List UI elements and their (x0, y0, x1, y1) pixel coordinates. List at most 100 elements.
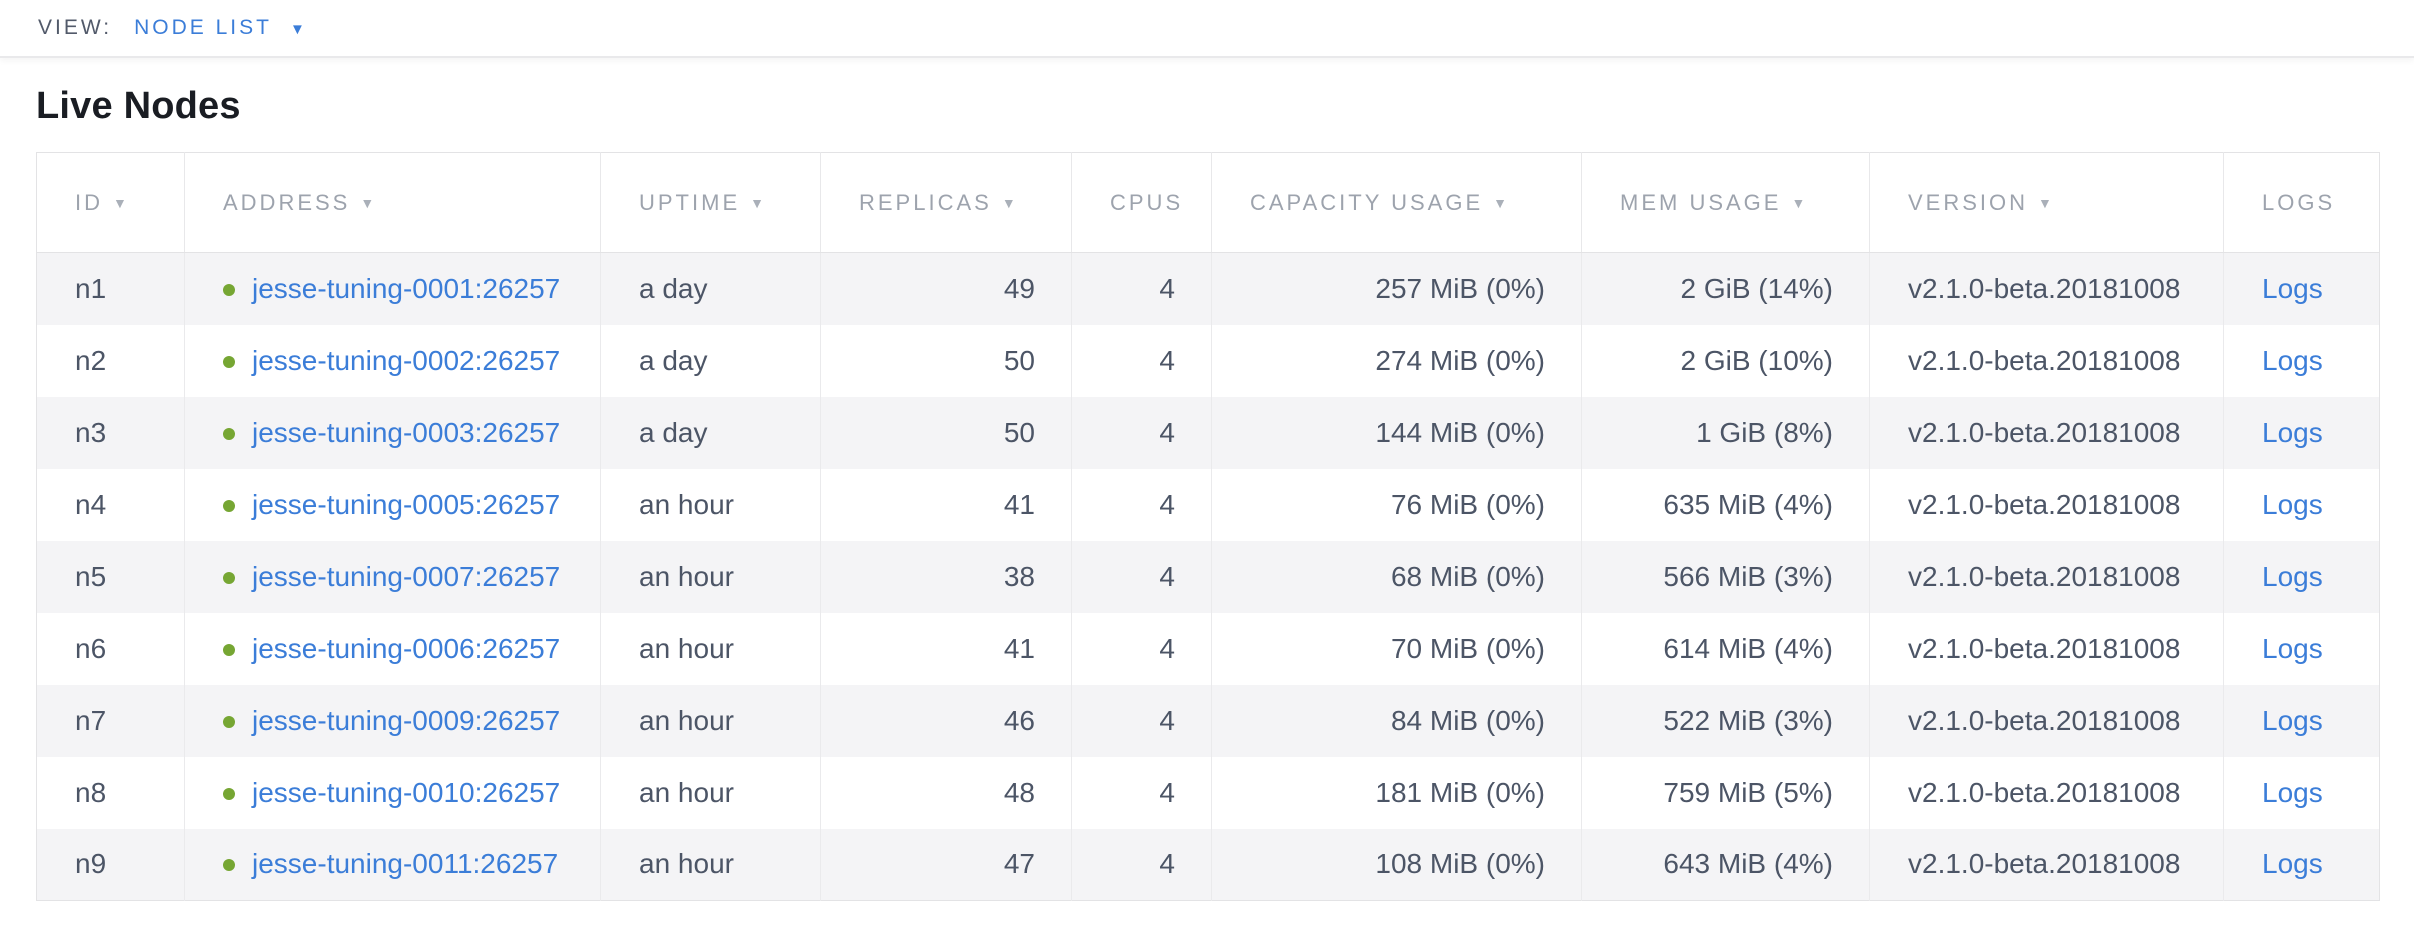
node-live-status-icon (223, 715, 235, 728)
node-version-cell: v2.1.0-beta.20181008 (1869, 612, 2224, 685)
column-header-id[interactable]: ID ▼ (36, 152, 185, 253)
column-header-capacity[interactable]: CAPACITY USAGE ▼ (1211, 152, 1582, 253)
node-logs-cell: Logs (2224, 325, 2380, 397)
node-address-link[interactable]: jesse-tuning-0005:26257 (252, 488, 561, 520)
node-version-cell: v2.1.0-beta.20181008 (1869, 324, 2224, 397)
node-uptime-cell: a day (600, 252, 821, 325)
node-cpus-cell: 4 (1071, 756, 1212, 829)
logs-link[interactable]: Logs (2262, 704, 2323, 736)
node-logs-cell: Logs (2223, 252, 2380, 325)
node-address-cell: jesse-tuning-0010:26257 (184, 756, 601, 829)
column-header-label: MEM USAGE (1620, 189, 1782, 215)
column-header-label: ID (75, 189, 103, 215)
view-dropdown[interactable]: NODE LIST ▼ (134, 16, 305, 40)
node-mem-usage-cell: 643 MiB (4%) (1581, 828, 1870, 901)
node-capacity-usage-cell: 84 MiB (0%) (1211, 684, 1582, 757)
node-logs-cell: Logs (2223, 828, 2380, 901)
node-mem-usage-cell: 635 MiB (4%) (1581, 468, 1870, 541)
logs-link[interactable]: Logs (2262, 776, 2323, 808)
node-id-cell: n6 (36, 612, 185, 685)
logs-link[interactable]: Logs (2262, 848, 2323, 880)
table-row: n2 jesse-tuning-0002:26257 a day 50 4 27… (36, 324, 2380, 397)
sort-descending-icon: ▼ (113, 194, 130, 211)
sort-descending-icon: ▼ (1493, 194, 1510, 211)
node-replicas-cell: 48 (820, 756, 1072, 829)
node-id-cell: n1 (36, 252, 185, 325)
node-version-cell: v2.1.0-beta.20181008 (1869, 252, 2224, 325)
node-address-link[interactable]: jesse-tuning-0003:26257 (252, 416, 561, 448)
node-replicas-cell: 50 (820, 324, 1072, 397)
column-header-label: ADDRESS (223, 189, 351, 215)
node-uptime-cell: an hour (600, 612, 821, 685)
column-header-cpus: CPUS (1071, 152, 1212, 253)
table-row: n1 jesse-tuning-0001:26257 a day 49 4 25… (36, 252, 2380, 325)
node-address-cell: jesse-tuning-0003:26257 (184, 396, 601, 469)
node-capacity-usage-cell: 257 MiB (0%) (1211, 252, 1582, 325)
column-header-replicas[interactable]: REPLICAS ▼ (820, 152, 1072, 253)
sort-descending-icon: ▼ (1791, 194, 1809, 211)
node-id-cell: n4 (36, 468, 185, 541)
logs-link[interactable]: Logs (2262, 272, 2323, 304)
node-address-cell: jesse-tuning-0001:26257 (184, 252, 601, 325)
table-row: n6 jesse-tuning-0006:26257 an hour 41 4 … (36, 612, 2380, 685)
node-address-link[interactable]: jesse-tuning-0001:26257 (252, 272, 561, 304)
column-header-version[interactable]: VERSION ▼ (1869, 152, 2224, 253)
node-mem-usage-cell: 759 MiB (5%) (1581, 756, 1870, 829)
column-header-label: CAPACITY USAGE (1250, 189, 1484, 215)
node-address-link[interactable]: jesse-tuning-0006:26257 (252, 632, 561, 664)
main-content: Live Nodes ID ▼ ADDRESS ▼ UPTIME ▼ REPLICAS… (0, 84, 2414, 901)
node-version-cell: v2.1.0-beta.20181008 (1869, 756, 2224, 829)
node-logs-cell: Logs (2224, 469, 2380, 541)
node-cpus-cell: 4 (1071, 612, 1212, 685)
node-capacity-usage-cell: 68 MiB (0%) (1211, 540, 1582, 613)
logs-link[interactable]: Logs (2262, 488, 2323, 520)
sort-descending-icon: ▼ (1001, 194, 1019, 211)
node-address-cell: jesse-tuning-0011:26257 (184, 828, 601, 901)
node-replicas-cell: 50 (820, 396, 1072, 469)
logs-link[interactable]: Logs (2262, 416, 2323, 448)
column-header-mem[interactable]: MEM USAGE ▼ (1581, 152, 1870, 253)
column-header-label: UPTIME (639, 189, 741, 215)
table-row: n4 jesse-tuning-0005:26257 an hour 41 4 … (36, 468, 2380, 541)
view-label: VIEW: (38, 16, 113, 39)
node-id-cell: n9 (36, 828, 185, 901)
node-mem-usage-cell: 566 MiB (3%) (1581, 540, 1870, 613)
page-title: Live Nodes (36, 85, 241, 127)
node-uptime-cell: an hour (600, 540, 821, 613)
node-live-status-icon (223, 859, 235, 872)
node-logs-cell: Logs (2224, 757, 2380, 829)
node-version-cell: v2.1.0-beta.20181008 (1869, 540, 2224, 613)
node-id-cell: n5 (36, 540, 185, 613)
table-row: n5 jesse-tuning-0007:26257 an hour 38 4 … (36, 540, 2380, 613)
node-version-cell: v2.1.0-beta.20181008 (1869, 828, 2224, 901)
table-row: n9 jesse-tuning-0011:26257 an hour 47 4 … (36, 828, 2380, 901)
logs-link[interactable]: Logs (2262, 560, 2323, 592)
column-header-logs: LOGS (2223, 152, 2380, 253)
node-replicas-cell: 38 (820, 540, 1072, 613)
node-replicas-cell: 41 (820, 468, 1072, 541)
node-address-link[interactable]: jesse-tuning-0010:26257 (252, 776, 561, 808)
node-replicas-cell: 41 (820, 612, 1072, 685)
column-header-address[interactable]: ADDRESS ▼ (184, 152, 601, 253)
node-replicas-cell: 49 (820, 252, 1072, 325)
node-address-link[interactable]: jesse-tuning-0011:26257 (252, 848, 559, 880)
node-cpus-cell: 4 (1071, 468, 1212, 541)
node-address-link[interactable]: jesse-tuning-0007:26257 (252, 560, 561, 592)
node-live-status-icon (223, 643, 235, 656)
node-mem-usage-cell: 522 MiB (3%) (1581, 684, 1870, 757)
logs-link[interactable]: Logs (2262, 344, 2323, 376)
node-id-cell: n3 (36, 396, 185, 469)
node-address-link[interactable]: jesse-tuning-0002:26257 (252, 344, 561, 376)
node-address-link[interactable]: jesse-tuning-0009:26257 (252, 704, 561, 736)
column-header-uptime[interactable]: UPTIME ▼ (600, 152, 821, 253)
node-address-cell: jesse-tuning-0006:26257 (184, 612, 601, 685)
table-header-row: ID ▼ ADDRESS ▼ UPTIME ▼ REPLICAS ▼ CPUS CAPA… (36, 152, 2380, 253)
node-replicas-cell: 46 (820, 684, 1072, 757)
node-live-status-icon (223, 355, 235, 368)
node-live-status-icon (223, 571, 235, 584)
node-capacity-usage-cell: 274 MiB (0%) (1211, 324, 1582, 397)
node-cpus-cell: 4 (1071, 684, 1212, 757)
node-capacity-usage-cell: 144 MiB (0%) (1211, 396, 1582, 469)
sort-descending-icon: ▼ (750, 194, 767, 211)
logs-link[interactable]: Logs (2262, 632, 2323, 664)
